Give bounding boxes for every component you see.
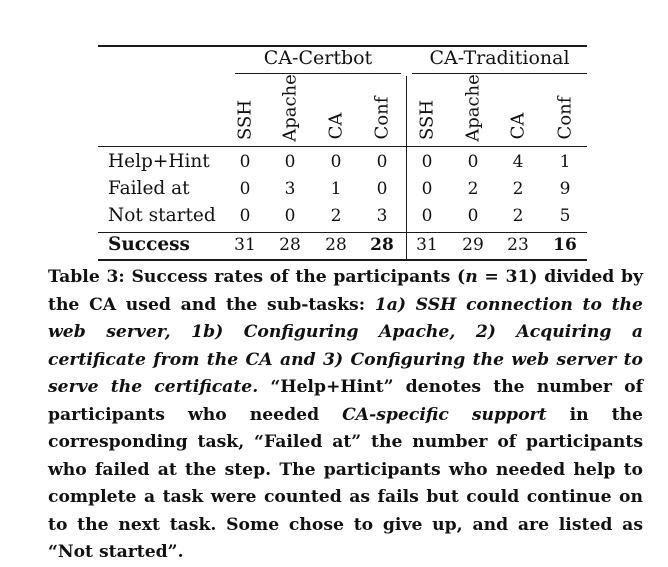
- row-label-not-started: Not started: [108, 205, 216, 226]
- table-cell: 0: [467, 152, 479, 172]
- col-header-certbot-ssh: SSH: [234, 99, 256, 141]
- caption-n-rest: = 31) divided by the CA used and the sub…: [48, 267, 643, 315]
- table-cell: 0: [239, 206, 251, 226]
- table-cell: 3: [284, 179, 296, 199]
- success-top-rule: [98, 232, 587, 233]
- caption-n-symbol: n: [465, 267, 478, 287]
- caption-part2: in the corresponding task, “Failed at” t…: [48, 404, 643, 563]
- table-cell: 0: [330, 152, 342, 172]
- group-divider: [406, 76, 407, 260]
- table-cell: 2: [330, 206, 342, 226]
- group-header-traditional: CA-Traditional: [429, 47, 570, 69]
- table-cell: 0: [376, 179, 388, 199]
- header-bottom-rule: [98, 146, 587, 147]
- table-cell: 0: [421, 179, 433, 199]
- table-cell: 5: [559, 206, 571, 226]
- table-cell: 0: [239, 152, 251, 172]
- success-cell: 28: [325, 235, 347, 255]
- col-header-certbot-ca: CA: [325, 112, 347, 140]
- table-cell: 0: [284, 152, 296, 172]
- table-caption: Table 3: Success rates of the participan…: [48, 264, 643, 567]
- caption-support: CA-specific support: [342, 404, 547, 425]
- group-header-certbot: CA-Certbot: [263, 47, 373, 69]
- row-label-help-hint: Help+Hint: [108, 151, 210, 172]
- col-header-certbot-apache: Apache: [279, 74, 301, 142]
- success-cell-best: 28: [370, 235, 394, 255]
- caption-part1: “Help+Hint” denotes the number of partic…: [48, 377, 643, 425]
- table-cell: 0: [421, 152, 433, 172]
- table-cell: 2: [467, 179, 479, 199]
- row-label-failed-at: Failed at: [108, 178, 190, 199]
- success-cell: 31: [234, 235, 256, 255]
- table-cell: 0: [239, 179, 251, 199]
- certbot-group-rule: [235, 73, 401, 74]
- row-label-success: Success: [108, 234, 190, 255]
- success-cell: 23: [507, 235, 529, 255]
- table-cell: 0: [376, 152, 388, 172]
- table-top-rule: [98, 45, 587, 47]
- table-cell: 4: [512, 152, 524, 172]
- traditional-group-rule: [412, 73, 587, 74]
- col-header-trad-apache: Apache: [462, 74, 484, 142]
- col-header-certbot-conf: Conf: [371, 96, 393, 140]
- table-bottom-rule: [98, 259, 587, 261]
- success-cell: 31: [416, 235, 438, 255]
- caption-lead: Table 3: Success rates of the participan…: [48, 267, 466, 287]
- table-cell: 0: [421, 206, 433, 226]
- success-cell-worst: 16: [553, 235, 577, 255]
- table-cell: 2: [512, 206, 524, 226]
- table-cell: 0: [284, 206, 296, 226]
- col-header-trad-ssh: SSH: [416, 99, 438, 141]
- table-cell: 0: [467, 206, 479, 226]
- col-header-trad-conf: Conf: [554, 96, 576, 140]
- table-cell: 9: [559, 179, 571, 199]
- table-cell: 3: [376, 206, 388, 226]
- col-header-trad-ca: CA: [507, 112, 529, 140]
- table-cell: 2: [512, 179, 524, 199]
- caption-subtasks: 1a) SSH connection to the web server, 1b…: [48, 294, 643, 398]
- table-cell: 1: [559, 152, 571, 172]
- success-cell: 29: [462, 235, 484, 255]
- table-cell: 1: [330, 179, 342, 199]
- success-cell: 28: [279, 235, 301, 255]
